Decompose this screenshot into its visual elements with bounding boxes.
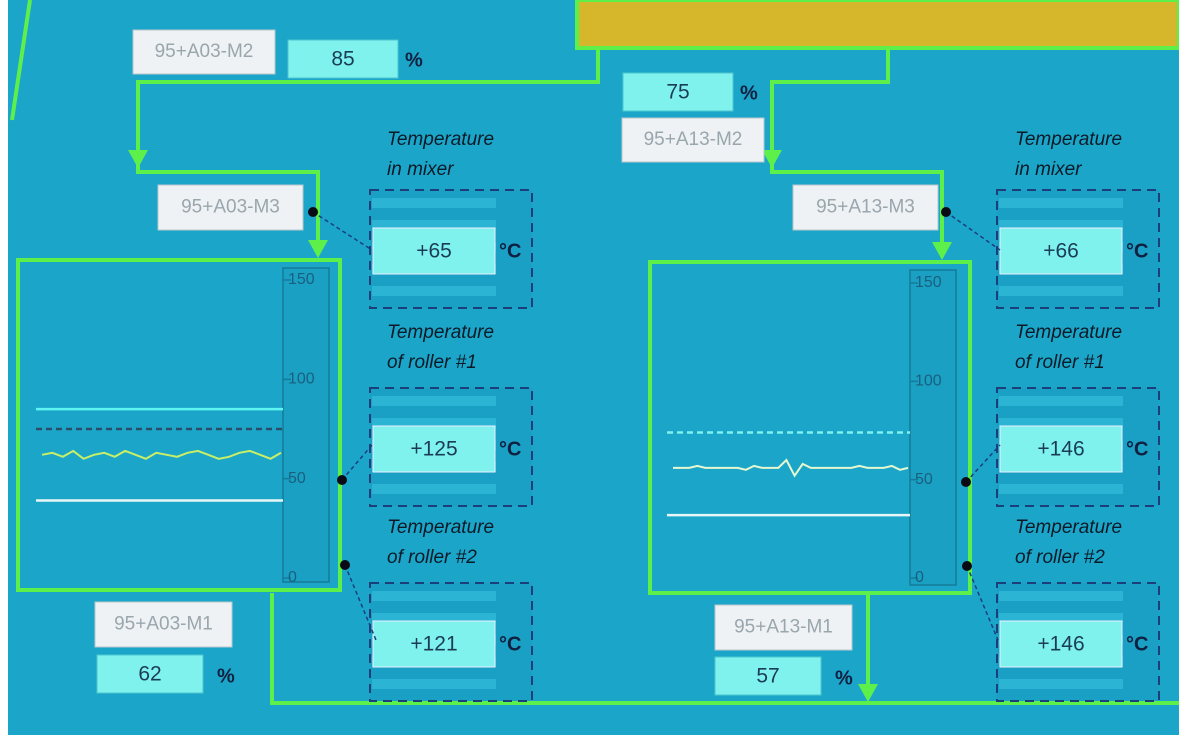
connector-dot — [962, 561, 972, 571]
temp-caption: in mixer — [387, 159, 454, 180]
temp-caption: of roller #1 — [387, 352, 477, 373]
temp-caption: of roller #1 — [1015, 352, 1105, 373]
temp-unit: °C — [1126, 438, 1148, 460]
connector-dot — [337, 475, 347, 485]
panel-stripe — [999, 484, 1123, 494]
tick-label: 50 — [288, 470, 306, 487]
temp-value: +65 — [416, 240, 452, 263]
panel-stripe — [372, 396, 496, 406]
temp-caption: Temperature — [1015, 129, 1122, 150]
temp-caption: of roller #2 — [387, 547, 477, 568]
temp-value: +125 — [410, 438, 457, 461]
hopper — [577, 0, 1179, 48]
panel-stripe — [999, 396, 1123, 406]
temp-value: +66 — [1043, 240, 1079, 263]
panel-stripe — [999, 286, 1123, 296]
tag-label: 95+A03-M3 — [181, 197, 280, 218]
temp-unit: °C — [499, 633, 521, 655]
tick-label: 100 — [915, 373, 942, 390]
temp-unit: °C — [499, 438, 521, 460]
speed-value: 62 — [138, 663, 161, 686]
tick-label: 150 — [288, 271, 315, 288]
panel-stripe — [999, 591, 1123, 601]
temp-unit: °C — [1126, 633, 1148, 655]
tag-label: 95+A03-M1 — [114, 614, 213, 635]
tick-label: 150 — [915, 274, 942, 291]
panel-stripe — [372, 679, 496, 689]
panel-stripe — [372, 484, 496, 494]
tag-label: 95+A13-M3 — [816, 197, 915, 218]
tag-label: 95+A13-M1 — [734, 617, 833, 638]
tick-label: 0 — [288, 569, 297, 586]
temp-unit: °C — [499, 240, 521, 262]
temp-unit: °C — [1126, 240, 1148, 262]
panel-stripe — [372, 198, 496, 208]
tick-label: 0 — [915, 569, 924, 586]
temp-caption: in mixer — [1015, 159, 1082, 180]
temp-caption: of roller #2 — [1015, 547, 1105, 568]
panel-stripe — [999, 679, 1123, 689]
temp-caption: Temperature — [387, 517, 494, 538]
temp-value: +146 — [1037, 438, 1084, 461]
panel-stripe — [999, 198, 1123, 208]
speed-value: 85 — [331, 48, 354, 71]
connector-dot — [340, 560, 350, 570]
panel-stripe — [372, 591, 496, 601]
unit: % — [740, 82, 758, 104]
scale-strip — [283, 268, 329, 582]
tick-label: 50 — [915, 471, 933, 488]
tick-label: 100 — [288, 371, 315, 388]
tag-label: 95+A13-M2 — [644, 129, 743, 150]
temp-value: +121 — [410, 633, 457, 656]
connector-dot — [941, 207, 951, 217]
temp-caption: Temperature — [1015, 322, 1122, 343]
temp-value: +146 — [1037, 633, 1084, 656]
temp-caption: Temperature — [387, 322, 494, 343]
panel-stripe — [372, 286, 496, 296]
temp-caption: Temperature — [387, 129, 494, 150]
connector-dot — [308, 207, 318, 217]
unit: % — [217, 665, 235, 687]
tag-label: 95+A03-M2 — [155, 41, 254, 62]
unit: % — [835, 667, 853, 689]
speed-value: 57 — [756, 665, 779, 688]
connector-dot — [961, 477, 971, 487]
scada-screen: 95+A03-M2 85% 95+A03-M3 95+A03-M1 62% 150 100 5… — [0, 0, 1179, 742]
speed-value: 75 — [666, 81, 689, 104]
unit: % — [405, 49, 423, 71]
scale-strip — [910, 270, 956, 585]
temp-caption: Temperature — [1015, 517, 1122, 538]
